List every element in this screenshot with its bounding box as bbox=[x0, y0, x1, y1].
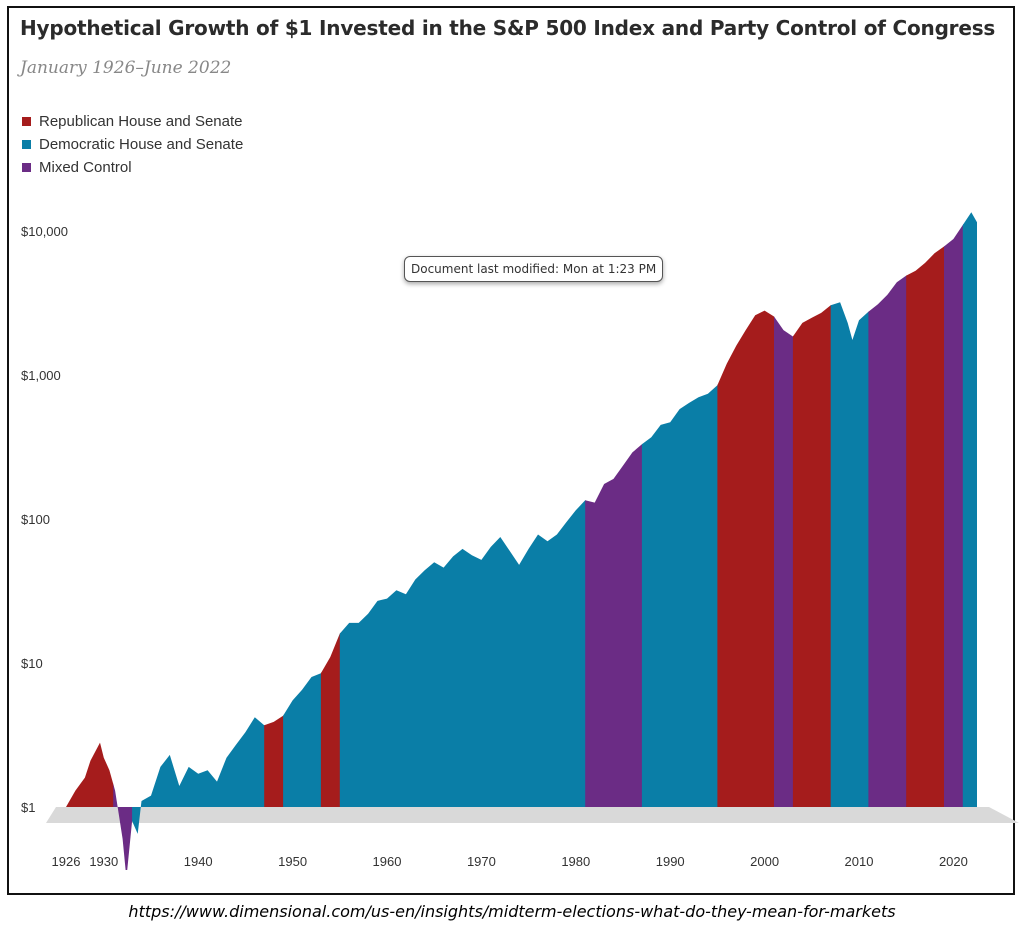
segment-democratic-4 bbox=[283, 212, 322, 870]
x-tick-label: 1926 bbox=[52, 854, 81, 869]
chart-subtitle: January 1926–June 2022 bbox=[20, 58, 232, 78]
segment-mixed-1 bbox=[113, 212, 133, 870]
x-tick-label: 1990 bbox=[656, 854, 685, 869]
segment-democratic-12 bbox=[830, 212, 870, 870]
x-tick-label: 1960 bbox=[373, 854, 402, 869]
y-tick-label: $1,000 bbox=[21, 368, 61, 383]
legend-swatch-democratic bbox=[22, 140, 31, 149]
segment-democratic-16 bbox=[962, 212, 977, 870]
chart-title: Hypothetical Growth of $1 Invested in th… bbox=[20, 16, 996, 40]
segment-republican-3 bbox=[264, 212, 284, 870]
legend-item-mixed: Mixed Control bbox=[22, 156, 243, 179]
segment-republican-0 bbox=[66, 212, 114, 870]
y-tick-label: $10,000 bbox=[21, 224, 68, 239]
segment-republican-11 bbox=[792, 212, 832, 870]
segment-mixed-13 bbox=[868, 212, 907, 870]
x-axis: 1926 1930 1940 1950 1960 1970 1980 1990 2000 2010… bbox=[52, 854, 968, 869]
y-axis: $1 $10 $100 $1,000 $10,000 bbox=[21, 224, 68, 815]
legend-label-mixed: Mixed Control bbox=[39, 159, 132, 176]
segment-democratic-2 bbox=[132, 212, 265, 870]
segment-mixed-15 bbox=[944, 212, 964, 870]
segment-republican-9 bbox=[717, 212, 775, 870]
segment-mixed-10 bbox=[774, 212, 794, 870]
legend-label-democratic: Democratic House and Senate bbox=[39, 136, 244, 153]
baseline-floor bbox=[46, 807, 1019, 823]
segment-republican-5 bbox=[320, 212, 341, 870]
x-tick-label: 2010 bbox=[845, 854, 874, 869]
y-tick-label: $100 bbox=[21, 512, 50, 527]
x-tick-label: 2020 bbox=[939, 854, 968, 869]
x-tick-label: 2000 bbox=[750, 854, 779, 869]
legend: Republican House and Senate Democratic H… bbox=[22, 110, 243, 179]
source-url: https://www.dimensional.com/us-en/insigh… bbox=[128, 902, 896, 921]
document-modified-tooltip: Document last modified: Mon at 1:23 PM bbox=[404, 256, 664, 282]
y-tick-label: $1 bbox=[21, 800, 35, 815]
x-tick-label: 1930 bbox=[89, 854, 118, 869]
legend-swatch-republican bbox=[22, 117, 31, 126]
x-tick-label: 1950 bbox=[278, 854, 307, 869]
legend-item-democratic: Democratic House and Senate bbox=[22, 133, 243, 156]
x-tick-label: 1940 bbox=[184, 854, 213, 869]
legend-swatch-mixed bbox=[22, 163, 31, 172]
segment-republican-14 bbox=[906, 212, 945, 870]
y-tick-label: $10 bbox=[21, 656, 43, 671]
legend-item-republican: Republican House and Senate bbox=[22, 110, 243, 133]
legend-label-republican: Republican House and Senate bbox=[39, 113, 243, 130]
x-tick-label: 1980 bbox=[561, 854, 590, 869]
x-tick-label: 1970 bbox=[467, 854, 496, 869]
